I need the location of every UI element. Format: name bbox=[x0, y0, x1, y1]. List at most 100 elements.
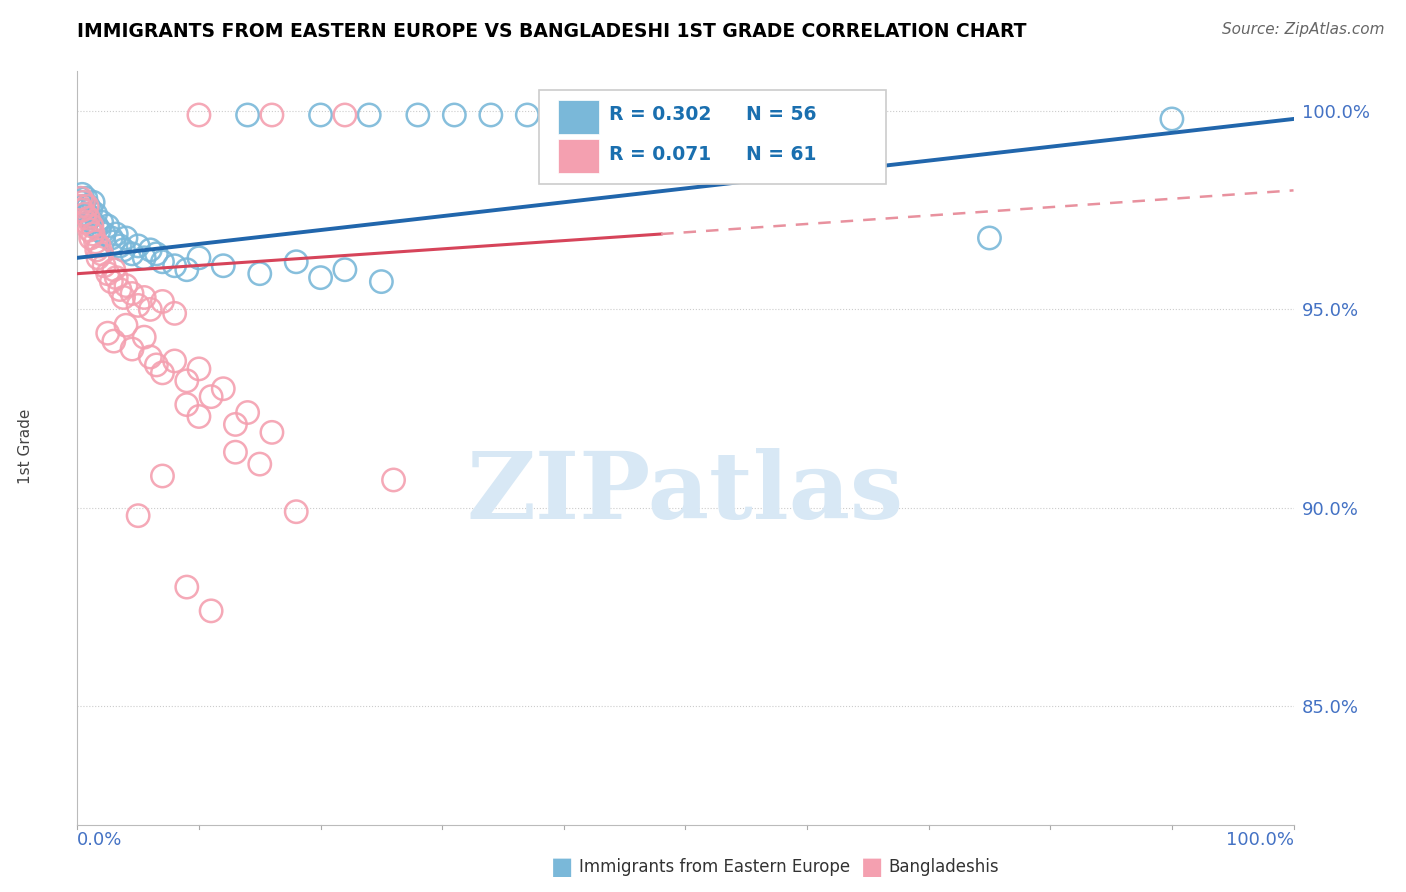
Point bbox=[224, 445, 246, 459]
Point bbox=[370, 275, 392, 289]
Point bbox=[72, 199, 94, 213]
Point bbox=[139, 243, 162, 257]
Point bbox=[100, 275, 122, 289]
Point bbox=[75, 191, 97, 205]
Point bbox=[105, 227, 128, 241]
Point bbox=[70, 191, 93, 205]
Point bbox=[112, 243, 135, 257]
Point bbox=[188, 409, 211, 424]
Point bbox=[77, 199, 100, 213]
Point bbox=[163, 306, 186, 320]
Point bbox=[80, 231, 103, 245]
Text: ■: ■ bbox=[551, 855, 574, 879]
Point bbox=[260, 108, 283, 122]
Point bbox=[139, 350, 162, 364]
Point bbox=[163, 259, 186, 273]
Point bbox=[479, 108, 502, 122]
Point bbox=[176, 374, 198, 388]
Point bbox=[200, 604, 222, 618]
Point bbox=[82, 227, 104, 241]
Point bbox=[97, 326, 120, 341]
Point bbox=[127, 239, 149, 253]
Point bbox=[200, 390, 222, 404]
Point bbox=[90, 215, 112, 229]
FancyBboxPatch shape bbox=[558, 139, 599, 173]
Text: IMMIGRANTS FROM EASTERN EUROPE VS BANGLADESHI 1ST GRADE CORRELATION CHART: IMMIGRANTS FROM EASTERN EUROPE VS BANGLA… bbox=[77, 22, 1026, 41]
Point bbox=[103, 334, 125, 348]
Point bbox=[112, 291, 135, 305]
Text: 100.0%: 100.0% bbox=[1226, 831, 1294, 849]
Point bbox=[710, 108, 733, 122]
Point bbox=[103, 235, 125, 249]
Point bbox=[443, 108, 465, 122]
Text: R = 0.071: R = 0.071 bbox=[609, 145, 711, 164]
Point bbox=[747, 108, 769, 122]
Point bbox=[249, 267, 271, 281]
Point bbox=[121, 286, 143, 301]
Point bbox=[73, 207, 96, 221]
Point bbox=[84, 207, 107, 221]
Text: 1st Grade: 1st Grade bbox=[18, 409, 32, 483]
Point bbox=[553, 108, 575, 122]
Point bbox=[188, 108, 211, 122]
Point bbox=[516, 108, 538, 122]
Point bbox=[406, 108, 429, 122]
Point bbox=[134, 291, 156, 305]
Point bbox=[333, 108, 356, 122]
Point bbox=[127, 298, 149, 312]
Point bbox=[134, 330, 156, 344]
Point bbox=[176, 580, 198, 594]
Point bbox=[236, 108, 259, 122]
Text: R = 0.302: R = 0.302 bbox=[609, 105, 711, 124]
Point bbox=[97, 219, 120, 233]
Point bbox=[103, 262, 125, 277]
Point bbox=[76, 207, 98, 221]
Point bbox=[309, 108, 332, 122]
Point bbox=[212, 382, 235, 396]
Point bbox=[79, 211, 101, 226]
Point bbox=[796, 108, 818, 122]
Point bbox=[333, 262, 356, 277]
Point bbox=[86, 243, 108, 257]
Point bbox=[224, 417, 246, 432]
Point bbox=[69, 191, 91, 205]
Point bbox=[176, 398, 198, 412]
Point bbox=[70, 195, 93, 210]
FancyBboxPatch shape bbox=[540, 90, 886, 185]
Point bbox=[236, 405, 259, 419]
Point bbox=[108, 283, 131, 297]
Point bbox=[76, 199, 98, 213]
Point bbox=[115, 278, 138, 293]
Point bbox=[152, 294, 174, 309]
Point bbox=[145, 247, 167, 261]
Point bbox=[134, 251, 156, 265]
Text: N = 61: N = 61 bbox=[747, 145, 817, 164]
Point bbox=[285, 505, 308, 519]
Point bbox=[1161, 112, 1184, 126]
Point bbox=[115, 318, 138, 333]
Point bbox=[72, 195, 94, 210]
Point bbox=[105, 270, 128, 285]
Point bbox=[87, 251, 110, 265]
Point bbox=[260, 425, 283, 440]
Point bbox=[152, 254, 174, 268]
Point bbox=[90, 247, 112, 261]
Point bbox=[176, 262, 198, 277]
Point bbox=[285, 254, 308, 268]
Text: Bangladeshis: Bangladeshis bbox=[889, 858, 1000, 876]
Point bbox=[979, 231, 1001, 245]
Point bbox=[86, 219, 108, 233]
Point bbox=[249, 457, 271, 471]
Text: 0.0%: 0.0% bbox=[77, 831, 122, 849]
Point bbox=[97, 267, 120, 281]
Point bbox=[70, 203, 93, 218]
Point bbox=[75, 215, 97, 229]
Point bbox=[212, 259, 235, 273]
Point bbox=[382, 473, 405, 487]
Point bbox=[70, 187, 93, 202]
Point bbox=[79, 223, 101, 237]
Point bbox=[121, 247, 143, 261]
FancyBboxPatch shape bbox=[558, 100, 599, 135]
Point bbox=[359, 108, 381, 122]
Point bbox=[69, 199, 91, 213]
